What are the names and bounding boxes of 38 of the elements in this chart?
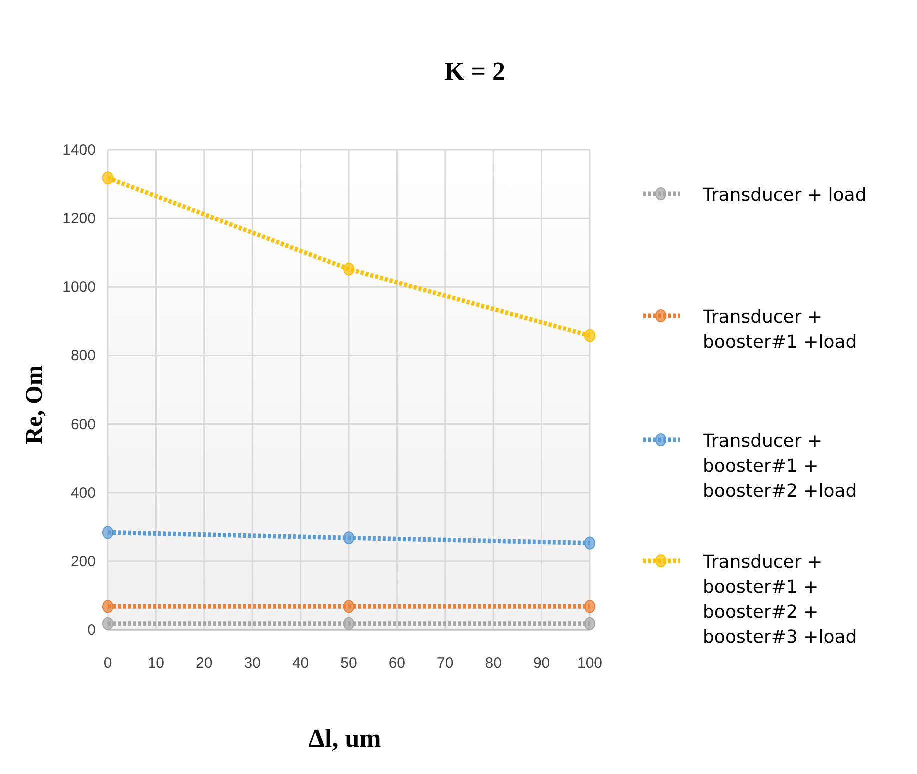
- x-tick-label: 0: [104, 655, 112, 672]
- x-tick-label: 30: [244, 655, 261, 672]
- y-tick-label: 0: [88, 622, 96, 639]
- x-tick-label: 50: [340, 655, 358, 672]
- x-tick-label: 10: [148, 655, 165, 672]
- point: [584, 600, 596, 614]
- y-tick-label: 600: [70, 416, 96, 434]
- point: [344, 600, 354, 614]
- y-tick-label: 400: [70, 484, 96, 502]
- chart-title: K = 2: [444, 57, 506, 86]
- y-tick-label: 1000: [62, 279, 96, 296]
- point: [102, 617, 114, 630]
- x-tick-label: 80: [485, 655, 502, 672]
- point: [102, 526, 114, 540]
- y-tick-label: 1200: [62, 210, 96, 228]
- point: [344, 532, 354, 545]
- point: [344, 617, 354, 630]
- x-axis-title: Δl, um: [308, 724, 382, 753]
- point: [102, 172, 114, 185]
- y-tick-label: 200: [70, 553, 96, 570]
- y-tick-label: 1400: [62, 142, 96, 159]
- point: [584, 329, 596, 342]
- x-tick-label: 60: [388, 655, 406, 672]
- y-axis-title: Re, Om: [22, 366, 48, 444]
- legend-label: Transducer + booster#1 + booster#2 +load: [702, 431, 858, 502]
- legend-label: Transducer + load: [702, 185, 867, 206]
- point: [584, 536, 596, 550]
- x-tick-label: 70: [437, 655, 454, 672]
- x-tick-label: 40: [292, 655, 310, 672]
- x-tick-label: 20: [196, 655, 213, 672]
- point: [344, 262, 354, 276]
- legend-label: Transducer + booster#1 + booster#2 + booster#3 +load: [702, 552, 858, 648]
- legend-label: Transducer + booster#1 +load: [702, 307, 858, 353]
- point: [584, 617, 596, 630]
- point: [102, 600, 114, 614]
- y-tick-label: 800: [70, 348, 96, 365]
- x-tick-label: 90: [533, 655, 550, 672]
- x-tick-label: 100: [577, 655, 603, 672]
